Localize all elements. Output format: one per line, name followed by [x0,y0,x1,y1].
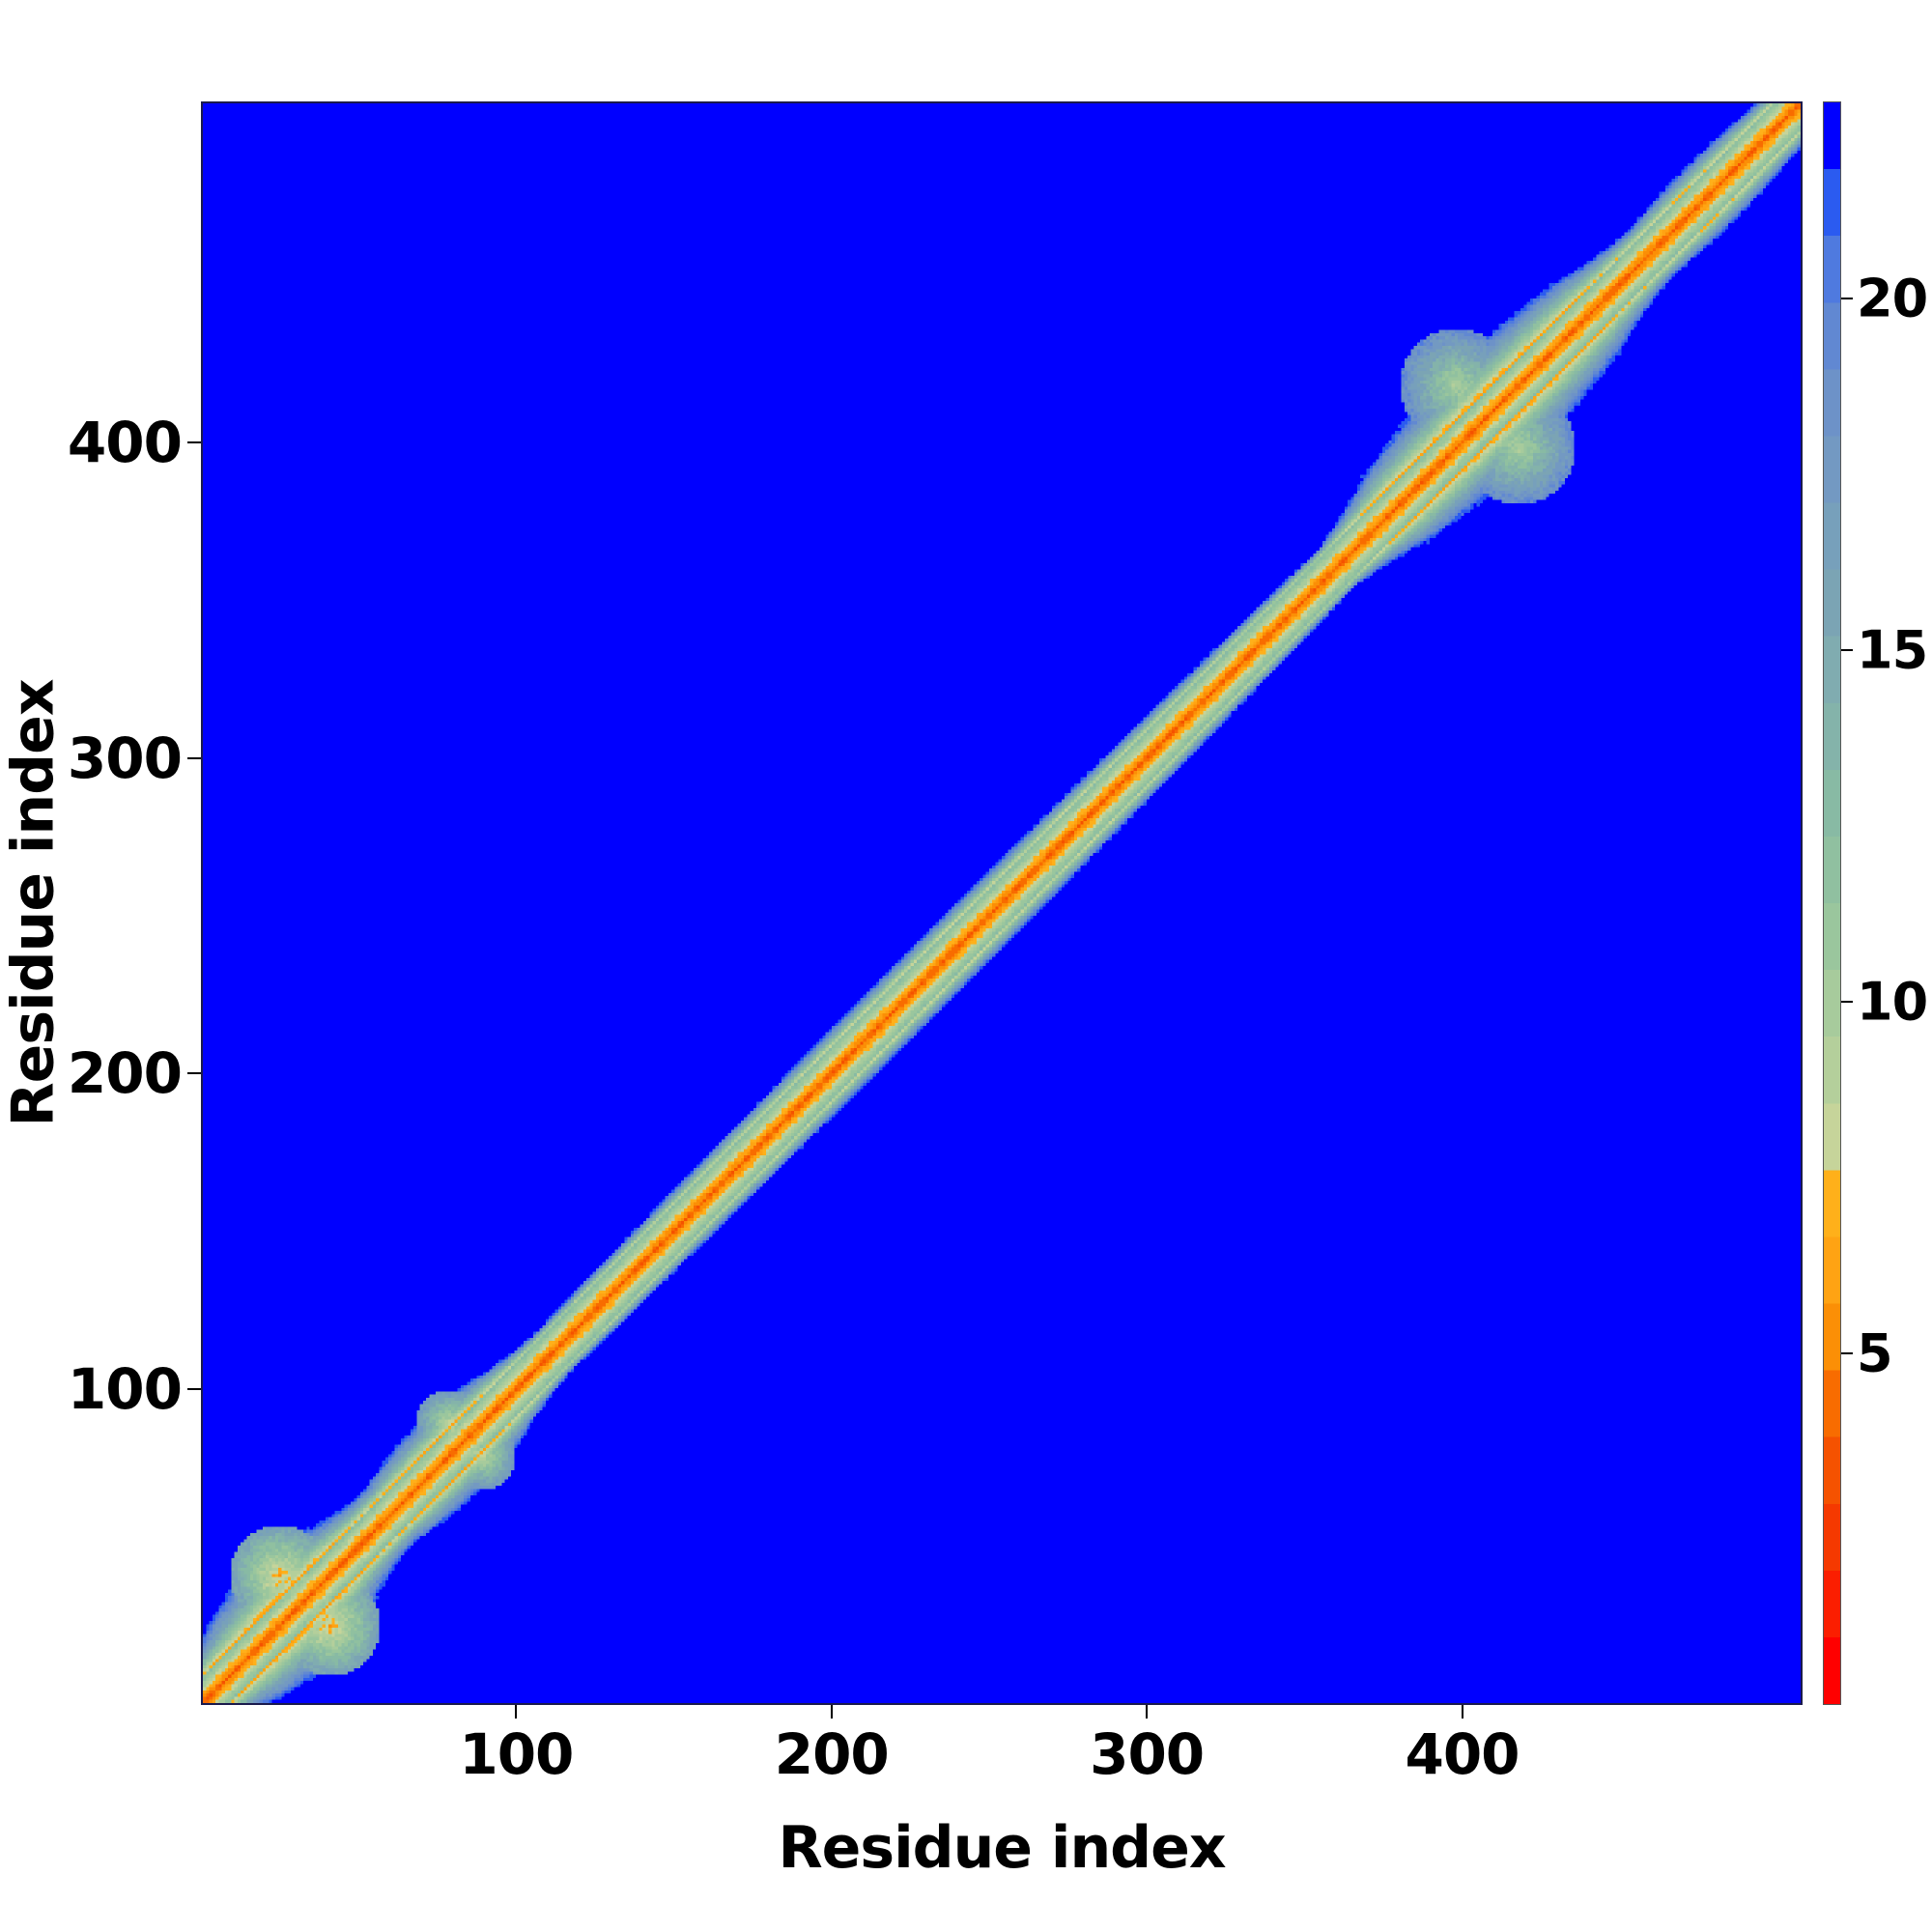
x-tick-label: 400 [1405,1721,1520,1787]
y-axis-title-wrapper: Residue index [0,101,68,1705]
colorbar-tick-label: 20 [1857,268,1928,329]
y-tick-mark [187,440,201,443]
x-axis-title: Residue index [778,1814,1226,1882]
y-tick-mark [187,1388,201,1391]
y-tick-label: 300 [67,724,183,791]
colorbar-tick-mark [1841,648,1853,651]
colorbar-tick-mark [1841,1351,1853,1354]
colorbar-tick-mark [1841,1000,1853,1003]
y-tick-label: 400 [67,409,183,475]
distance-map-canvas [203,103,1801,1703]
x-tick-mark [515,1705,518,1719]
distance-map-plot [201,101,1803,1705]
x-tick-mark [1146,1705,1149,1719]
colorbar-canvas [1824,102,1840,1704]
x-tick-label: 200 [774,1721,890,1787]
colorbar [1823,101,1841,1705]
colorbar-tick-label: 5 [1857,1322,1893,1384]
x-tick-mark [1461,1705,1463,1719]
y-tick-mark [187,1072,201,1075]
x-tick-mark [830,1705,833,1719]
y-tick-label: 100 [67,1356,183,1423]
y-tick-mark [187,756,201,759]
colorbar-tick-label: 10 [1857,971,1928,1033]
colorbar-tick-label: 15 [1857,619,1928,681]
x-tick-label: 100 [459,1721,574,1787]
y-tick-label: 200 [67,1040,183,1107]
y-axis-title: Residue index [0,679,69,1127]
x-tick-label: 300 [1090,1721,1205,1787]
colorbar-tick-mark [1841,297,1853,299]
